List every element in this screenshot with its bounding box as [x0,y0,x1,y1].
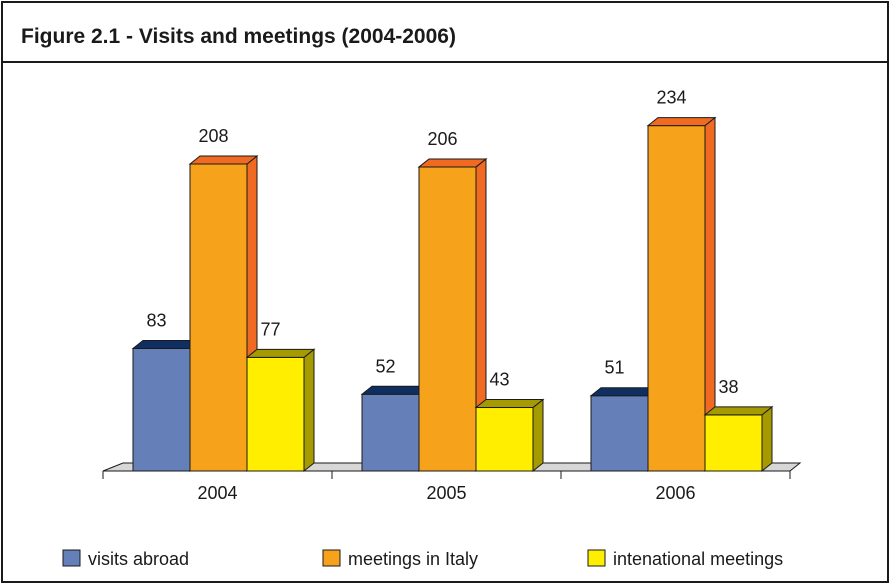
data-label: 83 [146,310,166,330]
legend-label: visits abroad [88,549,189,569]
data-label: 206 [427,129,457,149]
bar-side [761,405,773,473]
bar [704,414,763,472]
bar [189,163,248,472]
legend-label: intenational meetings [613,549,783,569]
bar-top [417,158,488,168]
data-label: 77 [260,319,280,339]
chart-title: Figure 2.1 - Visits and meetings (2004-2… [21,25,456,48]
data-label: 52 [375,356,395,376]
bar-side [303,348,315,473]
bar-side [532,398,544,473]
bar-top [474,399,545,409]
data-label: 208 [198,126,228,146]
data-label: 43 [489,370,509,390]
legend-label: meetings in Italy [348,549,478,569]
bar-top [188,155,259,165]
x-tick-label: 2005 [426,483,466,503]
bar [361,393,420,472]
legend-swatch [62,549,81,567]
chart-area [3,61,887,583]
x-tick-label: 2004 [197,483,237,503]
bar [475,407,534,472]
data-label: 234 [656,88,686,108]
legend-swatch [587,549,606,567]
x-tick-label: 2006 [655,483,695,503]
bar [590,395,649,472]
bar-top [646,117,717,127]
bar-top [703,406,774,416]
data-label: 51 [604,358,624,378]
bar [246,356,305,472]
bar [132,347,191,472]
data-label: 38 [718,377,738,397]
bar-top [245,348,316,358]
bar [647,125,706,472]
legend-swatch [322,549,341,567]
bar [418,166,477,472]
